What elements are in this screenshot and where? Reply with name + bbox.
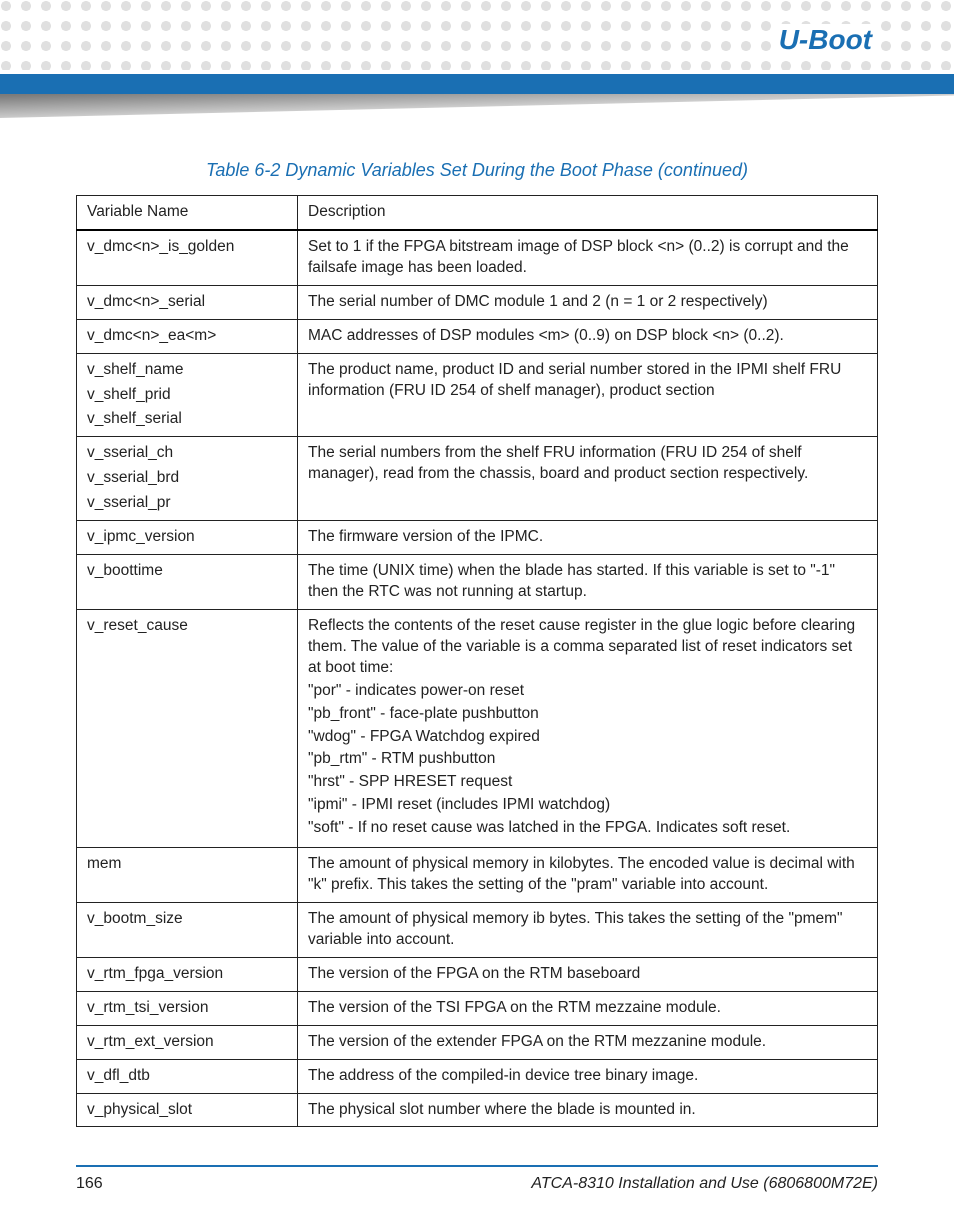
table-row: v_rtm_tsi_versionThe version of the TSI … <box>77 991 878 1025</box>
description-line: "soft" - If no reset cause was latched i… <box>308 818 867 839</box>
cell-description: The version of the TSI FPGA on the RTM m… <box>298 991 878 1025</box>
page-footer: 166 ATCA-8310 Installation and Use (6806… <box>0 1167 954 1217</box>
cell-variable-name: v_dmc<n>_serial <box>77 285 298 319</box>
description-line: Reflects the contents of the reset cause… <box>308 616 867 679</box>
cell-variable-name: v_bootm_size <box>77 902 298 957</box>
cell-description: The physical slot number where the blade… <box>298 1093 878 1127</box>
variable-name: v_shelf_prid <box>87 385 287 406</box>
table-row: v_rtm_fpga_versionThe version of the FPG… <box>77 957 878 991</box>
description-line: "por" - indicates power-on reset <box>308 681 867 702</box>
table-row: v_bootm_sizeThe amount of physical memor… <box>77 902 878 957</box>
cell-description: The firmware version of the IPMC. <box>298 521 878 555</box>
cell-description: The serial number of DMC module 1 and 2 … <box>298 285 878 319</box>
description-line: "pb_rtm" - RTM pushbutton <box>308 749 867 770</box>
document-id: ATCA-8310 Installation and Use (6806800M… <box>531 1175 878 1193</box>
cell-description: The address of the compiled-in device tr… <box>298 1059 878 1093</box>
col-header-variable-name: Variable Name <box>77 196 298 230</box>
description-line: "hrst" - SPP HRESET request <box>308 772 867 793</box>
table-row: v_dfl_dtbThe address of the compiled-in … <box>77 1059 878 1093</box>
description-line: "wdog" - FPGA Watchdog expired <box>308 727 867 748</box>
header-grey-wedge <box>0 94 954 118</box>
table-header-row: Variable Name Description <box>77 196 878 230</box>
cell-variable-name: v_rtm_ext_version <box>77 1025 298 1059</box>
cell-description: Reflects the contents of the reset cause… <box>298 609 878 847</box>
cell-description: The product name, product ID and serial … <box>298 353 878 437</box>
table-row: v_shelf_name v_shelf_prid v_shelf_serial Th… <box>77 353 878 437</box>
col-header-description: Description <box>298 196 878 230</box>
description-line: "pb_front" - face-plate pushbutton <box>308 704 867 725</box>
page-number: 166 <box>76 1175 103 1193</box>
table-row: memThe amount of physical memory in kilo… <box>77 848 878 903</box>
cell-variable-name: v_dfl_dtb <box>77 1059 298 1093</box>
header-dot-pattern: U-Boot <box>0 0 954 70</box>
table-row: v_physical_slotThe physical slot number … <box>77 1093 878 1127</box>
variable-name: v_shelf_serial <box>87 409 287 430</box>
table-row: v_ipmc_versionThe firmware version of th… <box>77 521 878 555</box>
cell-variable-name: v_rtm_fpga_version <box>77 957 298 991</box>
cell-variable-name: v_sserial_ch v_sserial_brd v_sserial_pr <box>77 437 298 521</box>
cell-variable-name: v_rtm_tsi_version <box>77 991 298 1025</box>
variable-name: v_sserial_brd <box>87 468 287 489</box>
cell-description: The version of the FPGA on the RTM baseb… <box>298 957 878 991</box>
cell-variable-name: v_physical_slot <box>77 1093 298 1127</box>
cell-variable-name: v_dmc<n>_is_golden <box>77 230 298 285</box>
cell-description: Set to 1 if the FPGA bitstream image of … <box>298 230 878 285</box>
variable-name: v_sserial_pr <box>87 493 287 514</box>
description-line: "ipmi" - IPMI reset (includes IPMI watch… <box>308 795 867 816</box>
table-row: v_dmc<n>_serialThe serial number of DMC … <box>77 285 878 319</box>
table-row: v_dmc<n>_is_goldenSet to 1 if the FPGA b… <box>77 230 878 285</box>
cell-variable-name: v_dmc<n>_ea<m> <box>77 319 298 353</box>
chapter-title: U-Boot <box>773 24 878 56</box>
cell-description: The version of the extender FPGA on the … <box>298 1025 878 1059</box>
table-row: v_rtm_ext_versionThe version of the exte… <box>77 1025 878 1059</box>
cell-description: The serial numbers from the shelf FRU in… <box>298 437 878 521</box>
variable-name: v_shelf_name <box>87 360 287 381</box>
cell-variable-name: v_boottime <box>77 555 298 610</box>
table-body: v_dmc<n>_is_goldenSet to 1 if the FPGA b… <box>77 230 878 1127</box>
table-row: v_boottimeThe time (UNIX time) when the … <box>77 555 878 610</box>
page: U-Boot Table 6-2 Dynamic Variables Set D… <box>0 0 954 1217</box>
cell-description: The time (UNIX time) when the blade has … <box>298 555 878 610</box>
cell-description: MAC addresses of DSP modules <m> (0..9) … <box>298 319 878 353</box>
content-area: Table 6-2 Dynamic Variables Set During t… <box>0 118 954 1147</box>
table-row: v_dmc<n>_ea<m>MAC addresses of DSP modul… <box>77 319 878 353</box>
cell-description: The amount of physical memory in kilobyt… <box>298 848 878 903</box>
table-row: v_sserial_ch v_sserial_brd v_sserial_pr The… <box>77 437 878 521</box>
table-row: v_reset_causeReflects the contents of th… <box>77 609 878 847</box>
cell-variable-name: mem <box>77 848 298 903</box>
cell-variable-name: v_shelf_name v_shelf_prid v_shelf_serial <box>77 353 298 437</box>
cell-description: The amount of physical memory ib bytes. … <box>298 902 878 957</box>
table-caption: Table 6-2 Dynamic Variables Set During t… <box>76 160 878 181</box>
header-blue-bar <box>0 74 954 94</box>
variables-table: Variable Name Description v_dmc<n>_is_go… <box>76 195 878 1127</box>
cell-variable-name: v_ipmc_version <box>77 521 298 555</box>
cell-variable-name: v_reset_cause <box>77 609 298 847</box>
variable-name: v_sserial_ch <box>87 443 287 464</box>
